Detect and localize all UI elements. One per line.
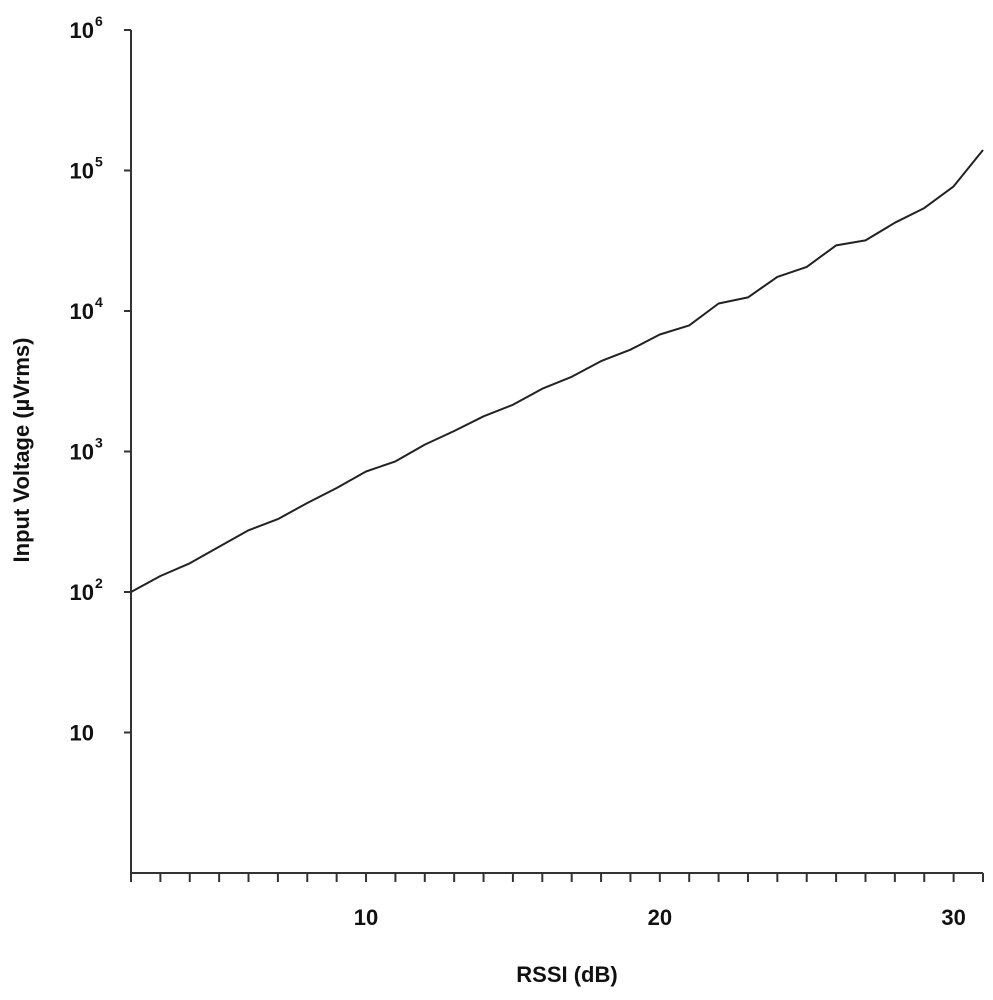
series-line bbox=[130, 149, 984, 593]
y-tick-exponent: 4 bbox=[95, 294, 103, 310]
y-tick-exponent: 3 bbox=[95, 435, 103, 451]
y-tick-label: 10 bbox=[70, 159, 94, 184]
y-tick-label: 10 bbox=[70, 580, 94, 605]
x-axis-title: RSSI (dB) bbox=[516, 962, 617, 987]
series-layer bbox=[130, 149, 984, 593]
x-tick-label: 20 bbox=[648, 905, 672, 930]
y-tick-label: 10 bbox=[70, 18, 94, 43]
x-axis-ticks: 10 20 30 bbox=[130, 873, 984, 930]
y-tick-label: 10 bbox=[70, 440, 94, 465]
y-tick-exponent: 6 bbox=[95, 13, 103, 29]
y-tick-exponent: 5 bbox=[95, 154, 103, 170]
y-axis-title: Input Voltage (µVrms) bbox=[9, 338, 34, 563]
y-tick-exponent: 2 bbox=[95, 575, 103, 591]
axes bbox=[130, 30, 983, 874]
y-tick-label: 10 bbox=[70, 721, 94, 746]
x-tick-label: 10 bbox=[354, 905, 378, 930]
y-tick-label: 10 bbox=[70, 299, 94, 324]
x-tick-label: 30 bbox=[941, 905, 965, 930]
